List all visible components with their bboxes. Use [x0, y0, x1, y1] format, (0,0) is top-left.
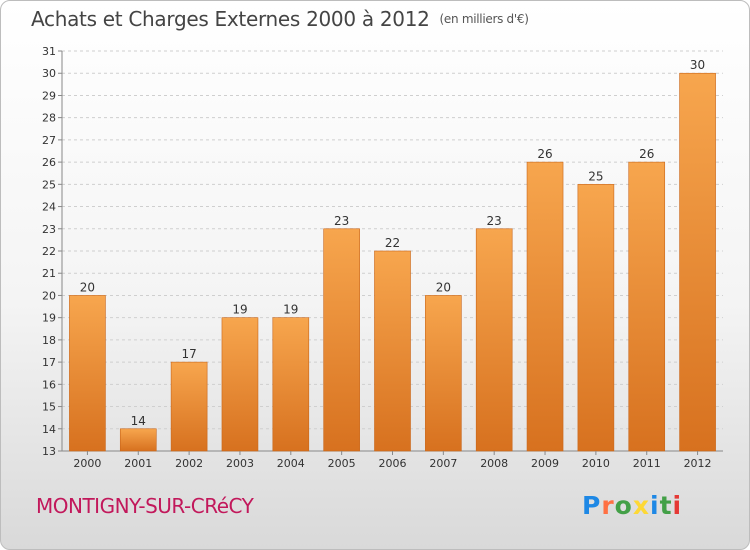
bar — [119, 428, 157, 452]
y-tick-label: 26 — [42, 156, 56, 169]
x-tick-label: 2012 — [684, 457, 712, 470]
x-tick-label: 2004 — [277, 457, 305, 470]
bar — [475, 228, 513, 452]
y-tick-label: 16 — [42, 378, 56, 391]
y-tick-label: 25 — [42, 178, 56, 191]
chart-unit: (en milliers d'€) — [439, 12, 529, 26]
bar — [323, 228, 360, 452]
bar — [170, 361, 208, 452]
y-tick-label: 19 — [42, 312, 56, 325]
y-tick-label: 15 — [42, 401, 56, 414]
x-tick-label: 2000 — [73, 457, 101, 470]
logo-letter: t — [659, 491, 673, 520]
y-tick-label: 20 — [42, 289, 56, 302]
x-tick-label: 2001 — [124, 457, 152, 470]
bar-value-label: 14 — [131, 414, 146, 428]
y-tick-label: 14 — [42, 423, 56, 436]
bar — [628, 161, 666, 452]
bar — [272, 317, 310, 452]
logo-letter: o — [614, 491, 633, 520]
bar-value-label: 30 — [690, 58, 705, 72]
y-tick-label: 30 — [42, 67, 56, 80]
bar — [526, 161, 564, 452]
commune-name: MONTIGNY-SUR-CRéCY — [36, 494, 254, 518]
bar-value-label: 23 — [487, 214, 502, 228]
y-tick-label: 27 — [42, 134, 56, 147]
logo-letter: r — [601, 491, 615, 520]
bar-value-label: 20 — [80, 280, 95, 294]
y-tick-label: 24 — [42, 201, 56, 214]
bar — [69, 295, 106, 452]
bar-value-label: 26 — [639, 147, 654, 161]
y-tick-label: 23 — [42, 223, 56, 236]
bar-value-label: 23 — [334, 214, 349, 228]
logo-letter: i — [650, 491, 660, 520]
bar — [374, 250, 411, 452]
y-tick-label: 31 — [42, 45, 56, 58]
x-tick-label: 2007 — [429, 457, 457, 470]
y-tick-label: 28 — [42, 112, 56, 125]
bar-value-label: 20 — [436, 280, 451, 294]
logo-letter: x — [632, 491, 650, 520]
chart-title: Achats et Charges Externes 2000 à 2012 (e… — [31, 7, 529, 31]
x-tick-label: 2006 — [379, 457, 407, 470]
x-tick-label: 2003 — [226, 457, 254, 470]
y-tick-label: 21 — [42, 267, 56, 280]
bar-value-label: 19 — [283, 303, 298, 317]
bar — [425, 295, 462, 452]
bar-value-label: 17 — [181, 347, 196, 361]
bar — [221, 317, 259, 452]
bar-value-label: 22 — [385, 236, 400, 250]
y-tick-label: 29 — [42, 89, 56, 102]
bar-value-label: 26 — [537, 147, 552, 161]
y-tick-label: 17 — [42, 356, 56, 369]
x-tick-label: 2002 — [175, 457, 203, 470]
bar — [577, 184, 615, 452]
bar — [679, 72, 716, 452]
x-tick-label: 2010 — [582, 457, 610, 470]
logo-letter: P — [582, 491, 602, 520]
y-tick-label: 18 — [42, 334, 56, 347]
y-tick-label: 22 — [42, 245, 56, 258]
bar-value-label: 19 — [232, 303, 247, 317]
proxiti-logo: Proxiti — [582, 491, 682, 520]
x-tick-label: 2011 — [633, 457, 661, 470]
y-tick-label: 13 — [42, 445, 56, 458]
chart-title-text: Achats et Charges Externes 2000 à 2012 — [31, 7, 430, 31]
bar-value-label: 25 — [588, 169, 603, 183]
x-tick-label: 2008 — [480, 457, 508, 470]
logo-letter: i — [672, 491, 683, 520]
x-tick-label: 2005 — [328, 457, 356, 470]
x-tick-label: 2009 — [531, 457, 559, 470]
